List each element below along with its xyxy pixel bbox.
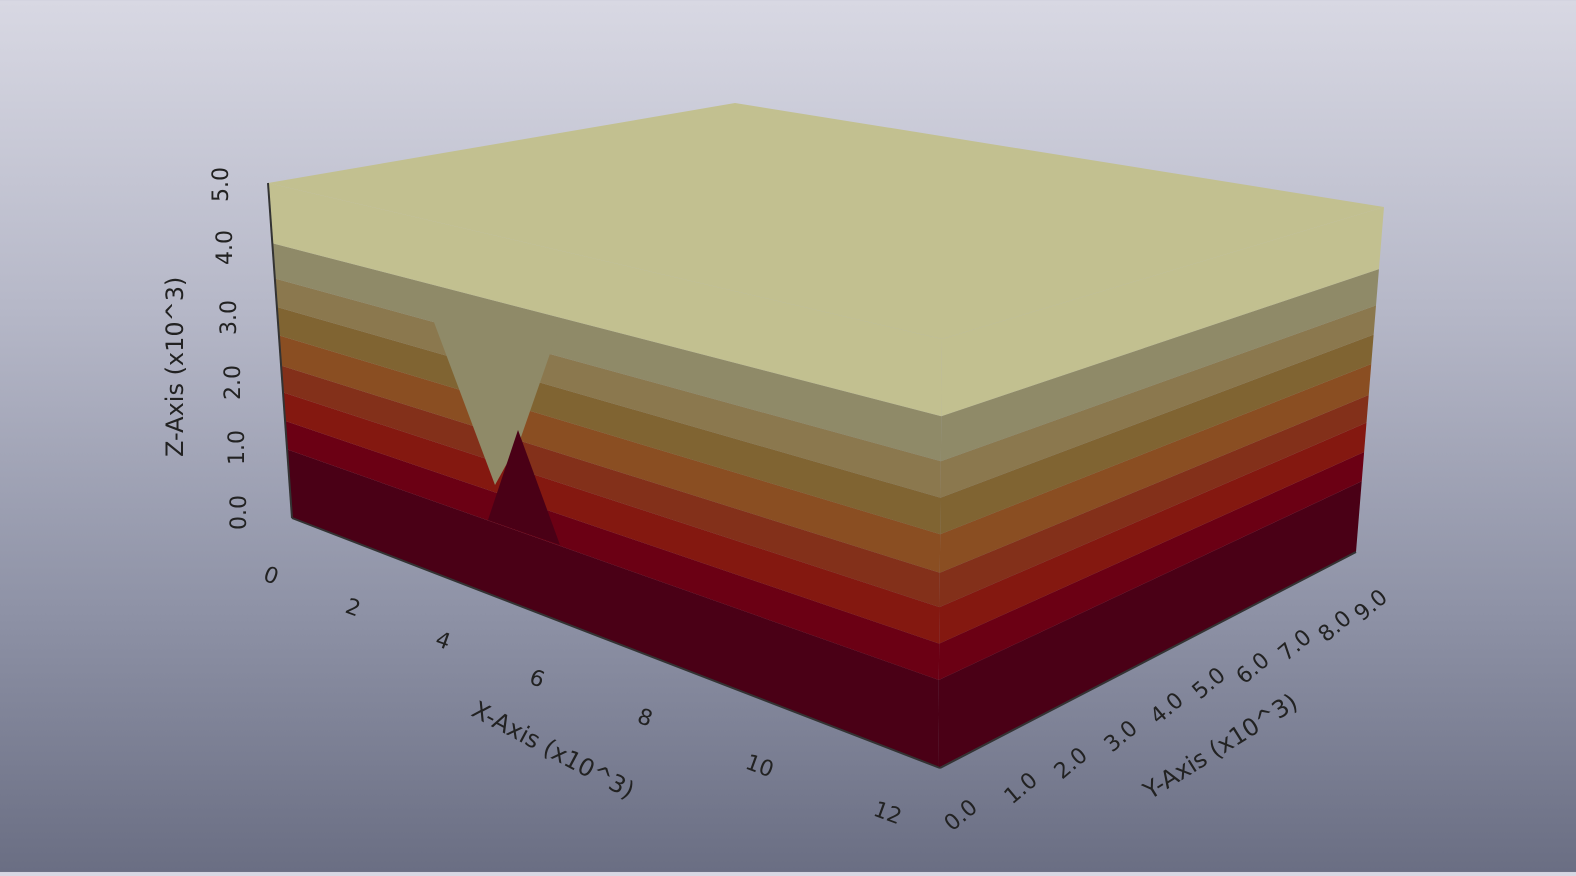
x-tick-label: 0 — [260, 562, 282, 590]
front-layer-band — [287, 449, 939, 768]
z-axis-title: Z-Axis (x10^3) — [161, 277, 189, 457]
y-tick-label: 8.0 — [1314, 606, 1357, 648]
side-layer-band — [941, 207, 1384, 417]
y-tick-label: 5.0 — [1188, 663, 1231, 705]
y-tick-label: 3.0 — [1100, 716, 1143, 758]
side-layer-band — [939, 422, 1367, 644]
peak-bump — [488, 430, 560, 545]
side-layer-band — [939, 363, 1372, 573]
z-tick-label: 2.0 — [221, 365, 246, 400]
y-tick-label: 7.0 — [1274, 625, 1317, 667]
side-layer-band — [940, 269, 1379, 462]
side-layer-band — [940, 305, 1377, 498]
front-layer-band — [278, 335, 941, 573]
z-tick-label: 4.0 — [213, 230, 238, 265]
x-axis-title: X-Axis (x10^3) — [467, 696, 639, 805]
x-tick-label: 10 — [742, 750, 777, 783]
front-face — [268, 183, 942, 768]
y-tick-label: 0.0 — [940, 795, 983, 837]
side-layer-band — [938, 481, 1362, 768]
z-tick-label: 3.0 — [217, 300, 242, 335]
x-tick-label: 12 — [870, 797, 905, 830]
y-tick-label: 4.0 — [1146, 688, 1189, 730]
v-shaped-valley — [420, 285, 560, 485]
front-layer-band — [268, 183, 942, 417]
x-tick-label: 4 — [432, 627, 454, 655]
y-tick-label: 2.0 — [1050, 743, 1093, 785]
front-layer-band — [281, 365, 940, 608]
x-tick-label: 6 — [526, 665, 548, 693]
front-layer-band — [285, 420, 940, 681]
y-tick-label: 1.0 — [1000, 768, 1043, 810]
z-tick-label: 0.0 — [227, 495, 252, 530]
x-tick-label: 8 — [634, 704, 656, 732]
top-face — [268, 103, 1384, 339]
side-layer-band — [940, 334, 1374, 535]
z-tick-label: 5.0 — [209, 167, 234, 202]
side-layer-band — [938, 451, 1365, 681]
side-face — [938, 207, 1384, 768]
side-layer-band — [939, 395, 1369, 608]
x-axis-line — [291, 517, 941, 769]
y-tick-label: 6.0 — [1232, 648, 1275, 690]
z-tick-label: 1.0 — [225, 430, 250, 465]
x-tick-label: 2 — [342, 594, 364, 622]
y-axis-line — [939, 551, 1357, 769]
front-layer-band — [283, 392, 940, 644]
z-axis-line — [267, 182, 293, 519]
y-tick-label: 9.0 — [1350, 585, 1393, 627]
front-layer-band — [276, 306, 941, 535]
